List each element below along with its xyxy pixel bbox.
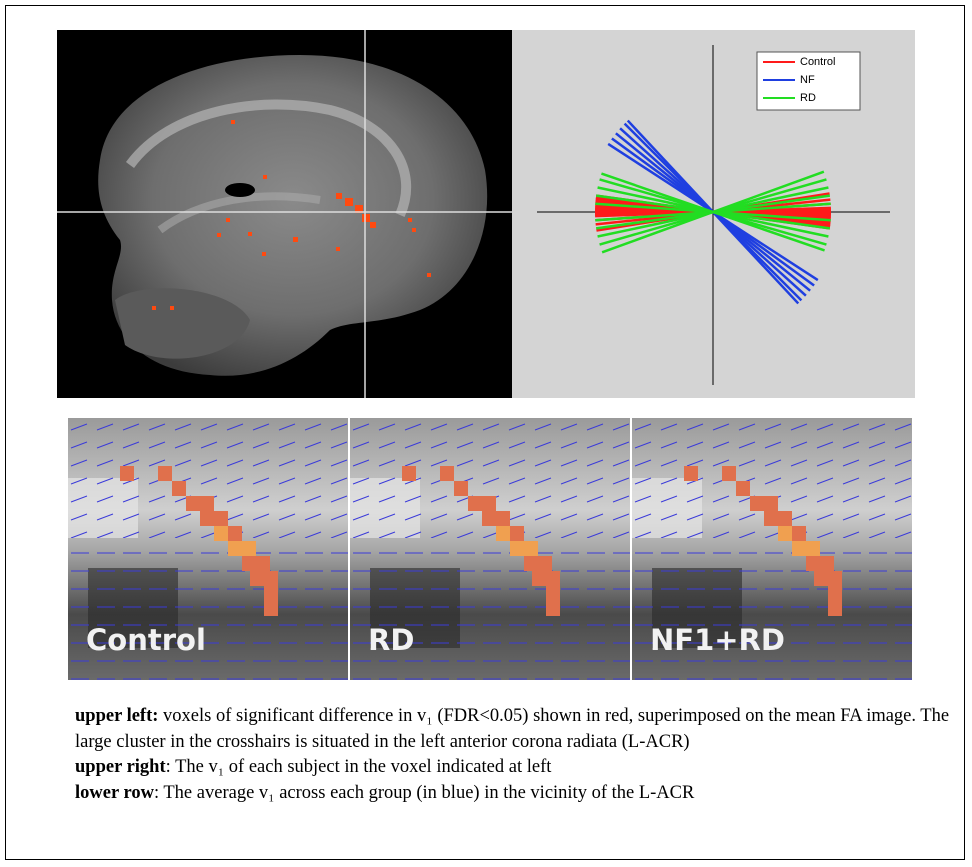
ventricle [225, 183, 255, 197]
caption-label: upper left: [75, 706, 158, 726]
caption-paragraph: upper right: The v₁ of each subject in t… [75, 755, 955, 781]
page: Control NF RD Control RD NF1+RD upper left: … [0, 0, 972, 867]
caption-label: lower row [75, 783, 154, 803]
caption-text: : The v₁ of each subject in the voxel in… [166, 757, 552, 777]
caption-paragraph: upper left: voxels of significant differ… [75, 704, 955, 755]
legend-label: Control [800, 56, 835, 68]
figure: Control NF RD Control RD NF1+RD [0, 0, 972, 700]
legend-label: NF [800, 74, 815, 86]
caption-paragraph: lower row: The average v₁ across each gr… [75, 781, 955, 807]
panel-label: NF1+RD [650, 623, 785, 657]
legend-label: RD [800, 92, 816, 104]
caption-label: upper right [75, 757, 166, 777]
caption: upper left: voxels of significant differ… [75, 704, 955, 806]
panel-label: RD [368, 623, 414, 657]
caption-text: voxels of significant difference in v₁ (… [75, 706, 949, 752]
lower-row: Control RD NF1+RD [68, 418, 912, 680]
panel-label: Control [86, 623, 206, 657]
caption-text: : The average v₁ across each group (in b… [154, 783, 694, 803]
